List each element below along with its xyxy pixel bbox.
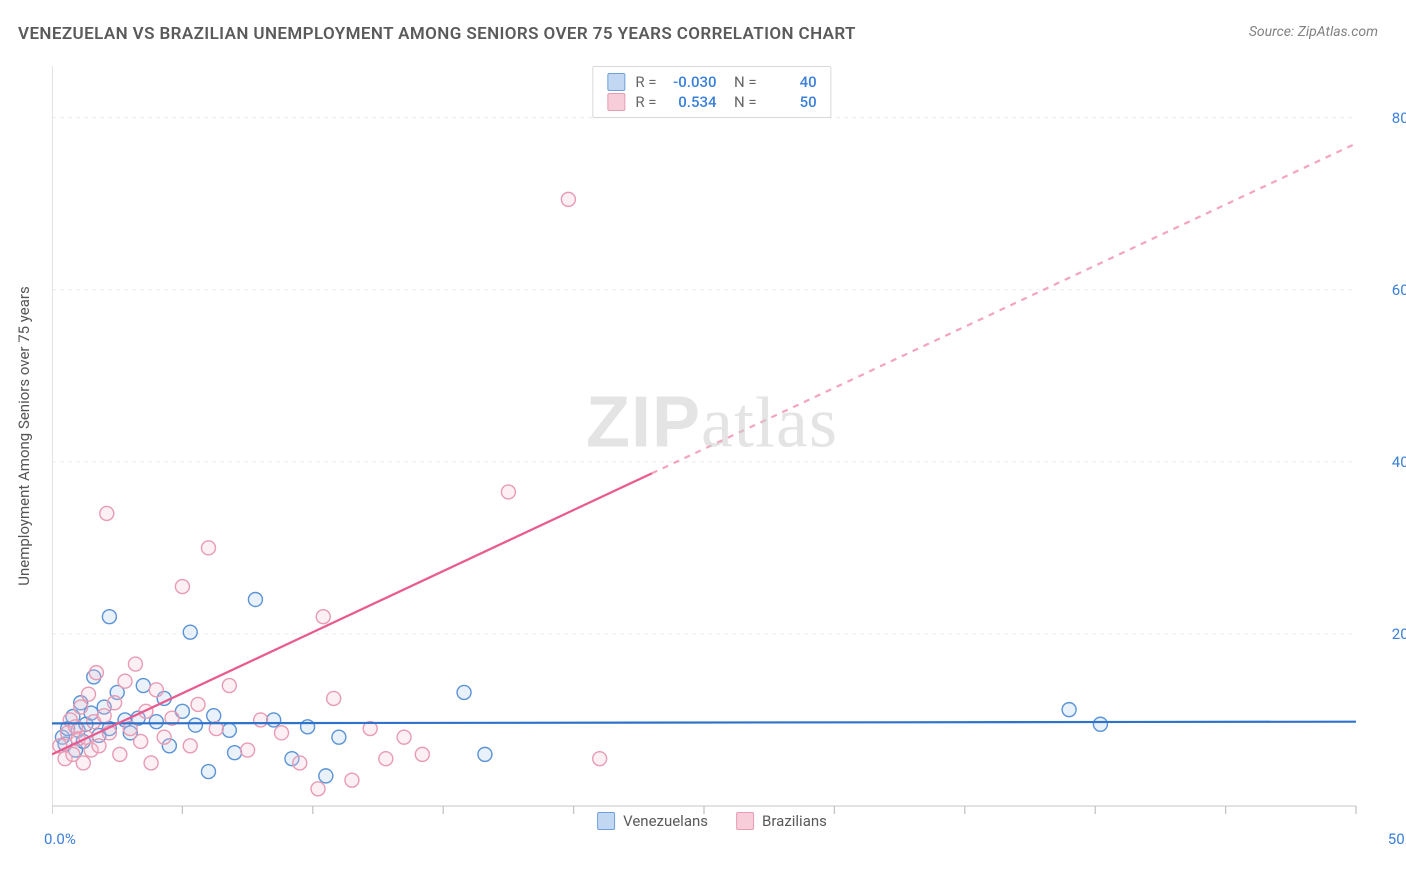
x-tick-label-min: 0.0% — [44, 830, 76, 848]
legend-swatch-venezuelans — [597, 812, 615, 830]
r-label: R = — [635, 93, 656, 111]
scatter-plot — [52, 66, 1372, 826]
n-label: N = — [727, 73, 757, 91]
legend-swatch-brazilians — [736, 812, 754, 830]
y-axis-label: Unemployment Among Seniors over 75 years — [15, 286, 33, 585]
source-citation: Source: ZipAtlas.com — [1249, 24, 1378, 40]
legend-label-brazilians: Brazilians — [762, 812, 827, 830]
n-label: N = — [727, 93, 757, 111]
chart-title: VENEZUELAN VS BRAZILIAN UNEMPLOYMENT AMO… — [18, 24, 856, 44]
legend-item-brazilians: Brazilians — [736, 812, 827, 830]
source-name: ZipAtlas.com — [1298, 24, 1378, 40]
n-value-venezuelans: 40 — [767, 73, 817, 91]
r-value-brazilians: 0.534 — [667, 93, 717, 111]
source-label: Source: — [1249, 24, 1298, 40]
r-value-venezuelans: -0.030 — [667, 73, 717, 91]
correlation-swatch-brazilians — [607, 93, 625, 111]
y-tick-label: 60.0% — [1392, 281, 1406, 299]
r-label: R = — [635, 73, 656, 91]
chart-area: Unemployment Among Seniors over 75 years… — [52, 66, 1372, 826]
legend-label-venezuelans: Venezuelans — [623, 812, 708, 830]
y-tick-label: 20.0% — [1392, 625, 1406, 643]
y-tick-label: 80.0% — [1392, 109, 1406, 127]
y-tick-label: 40.0% — [1392, 453, 1406, 471]
legend: Venezuelans Brazilians — [597, 812, 827, 830]
n-value-brazilians: 50 — [767, 93, 817, 111]
correlation-row-venezuelans: R = -0.030 N = 40 — [607, 73, 816, 91]
legend-item-venezuelans: Venezuelans — [597, 812, 708, 830]
correlation-box: R = -0.030 N = 40 R = 0.534 N = 50 — [592, 66, 831, 118]
correlation-row-brazilians: R = 0.534 N = 50 — [607, 93, 816, 111]
x-tick-label-max: 50.0% — [1388, 830, 1406, 848]
correlation-swatch-venezuelans — [607, 73, 625, 91]
